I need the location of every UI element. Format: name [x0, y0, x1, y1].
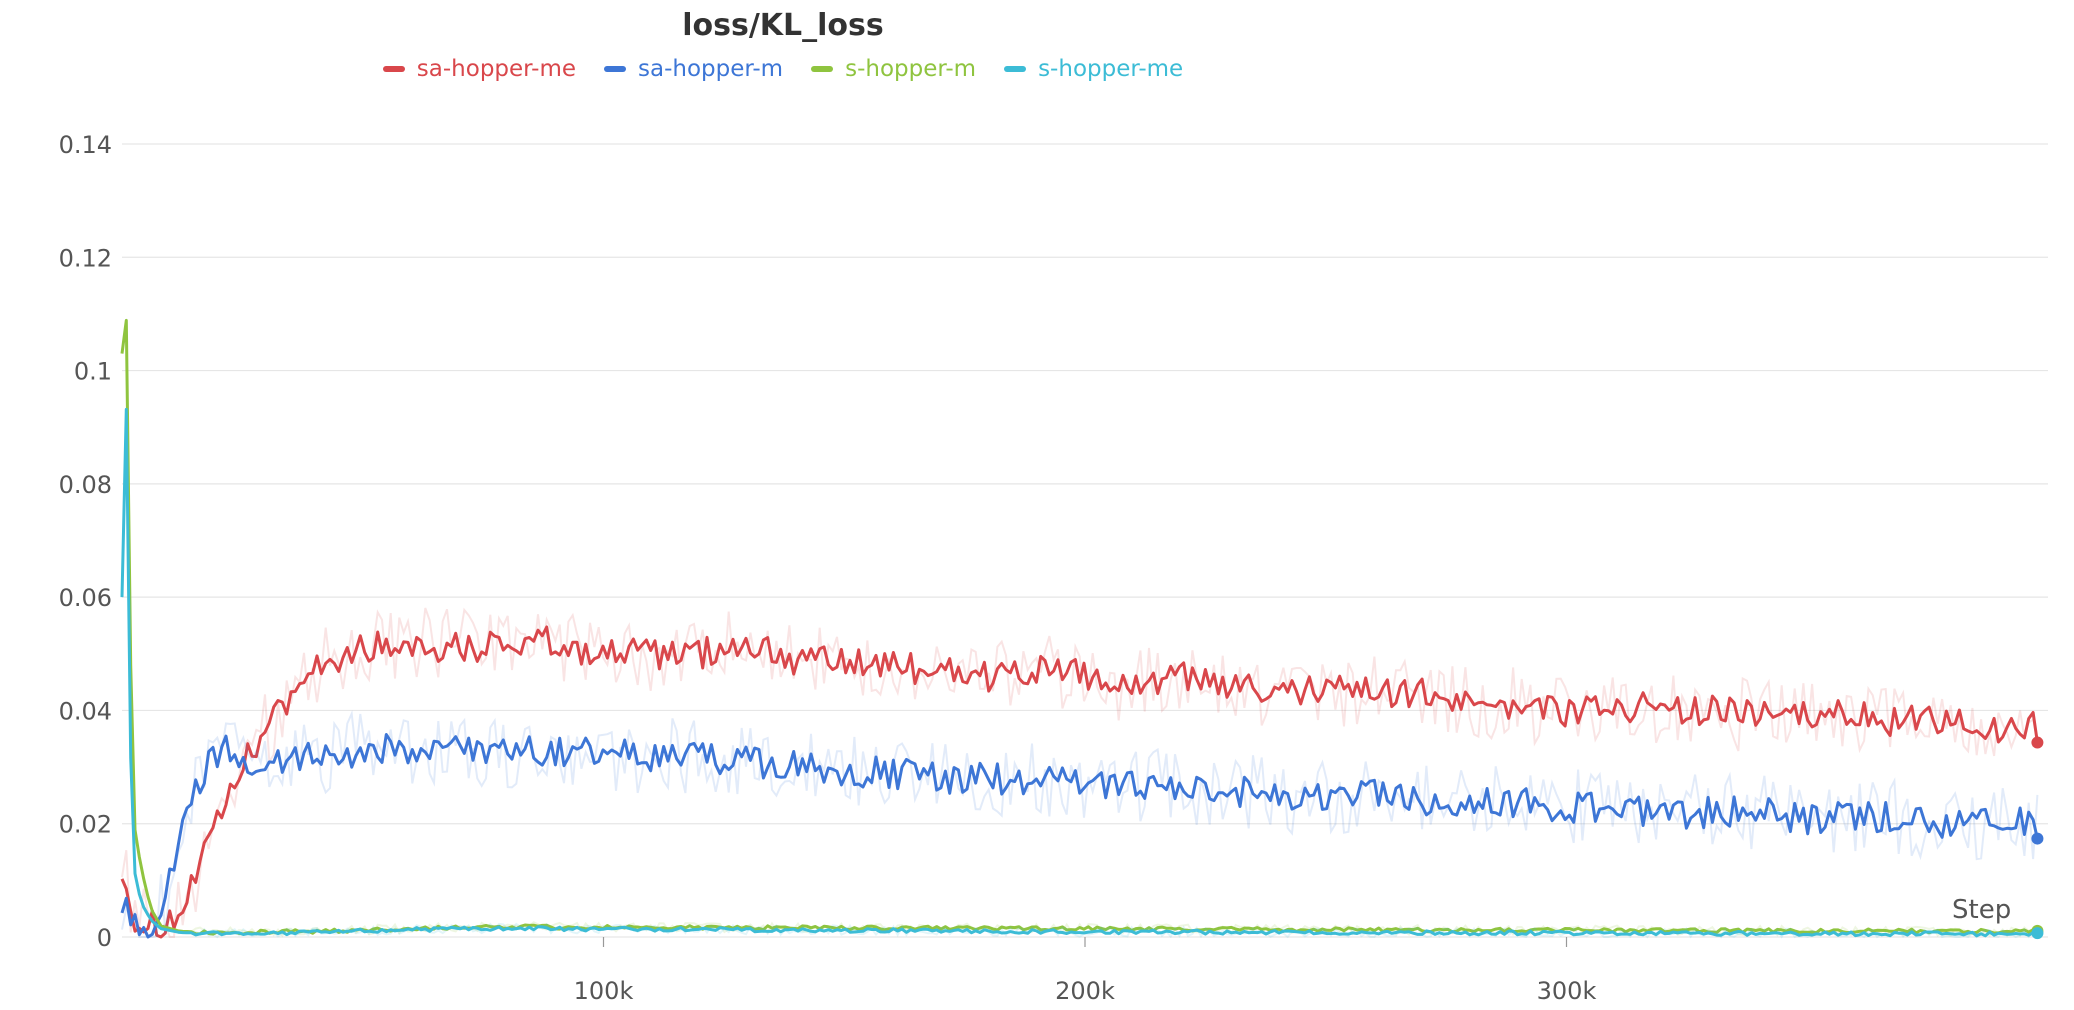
legend-label: s-hopper-me — [1038, 56, 1184, 82]
y-tick-label: 0.14 — [59, 131, 112, 159]
y-tick-label: 0.1 — [74, 358, 112, 386]
legend-label: sa-hopper-me — [416, 56, 577, 82]
x-axis-label: Step — [1952, 895, 2011, 925]
series-end-point — [2031, 927, 2044, 940]
grid-lines — [122, 143, 2048, 938]
series-end-point — [2031, 832, 2044, 845]
series-line[interactable] — [120, 407, 2038, 938]
y-tick-label: 0.04 — [59, 697, 112, 725]
series-line[interactable] — [120, 625, 2039, 939]
legend-label: s-hopper-m — [845, 56, 977, 82]
series-raw-line — [121, 409, 2038, 939]
x-tick-label: 200k — [1055, 977, 1115, 1005]
legend: sa-hopper-me sa-hopper-m s-hopper-m s-ho… — [0, 56, 1566, 82]
y-axis: 0 0.02 0.04 0.06 0.08 0.1 0.12 0.14 — [59, 131, 112, 952]
series-raw-line — [121, 607, 2039, 938]
legend-swatch — [382, 66, 405, 72]
legend-item-sa-hopper-me[interactable]: sa-hopper-me — [382, 56, 577, 82]
y-tick-label: 0.06 — [59, 584, 112, 612]
y-tick-label: 0.12 — [59, 244, 112, 272]
y-tick-label: 0.02 — [59, 811, 112, 839]
x-axis: 100k 200k 300k — [574, 937, 1597, 1005]
legend-label: sa-hopper-m — [638, 56, 784, 82]
series-raw-line — [121, 709, 2039, 938]
series-line[interactable] — [120, 733, 2039, 939]
legend-swatch — [1004, 66, 1027, 72]
series-end-point — [2031, 736, 2044, 749]
x-tick-label: 100k — [574, 977, 634, 1005]
legend-item-s-hopper-me[interactable]: s-hopper-me — [1004, 56, 1183, 82]
series-lines — [120, 318, 2044, 940]
legend-item-s-hopper-m[interactable]: s-hopper-m — [811, 56, 976, 82]
y-tick-label: 0 — [97, 924, 112, 952]
legend-swatch — [604, 66, 627, 72]
legend-item-sa-hopper-m[interactable]: sa-hopper-m — [604, 56, 783, 82]
legend-swatch — [811, 66, 834, 72]
y-tick-label: 0.08 — [59, 471, 112, 499]
chart-title: loss/KL_loss — [682, 8, 884, 43]
x-tick-label: 300k — [1537, 977, 1597, 1005]
